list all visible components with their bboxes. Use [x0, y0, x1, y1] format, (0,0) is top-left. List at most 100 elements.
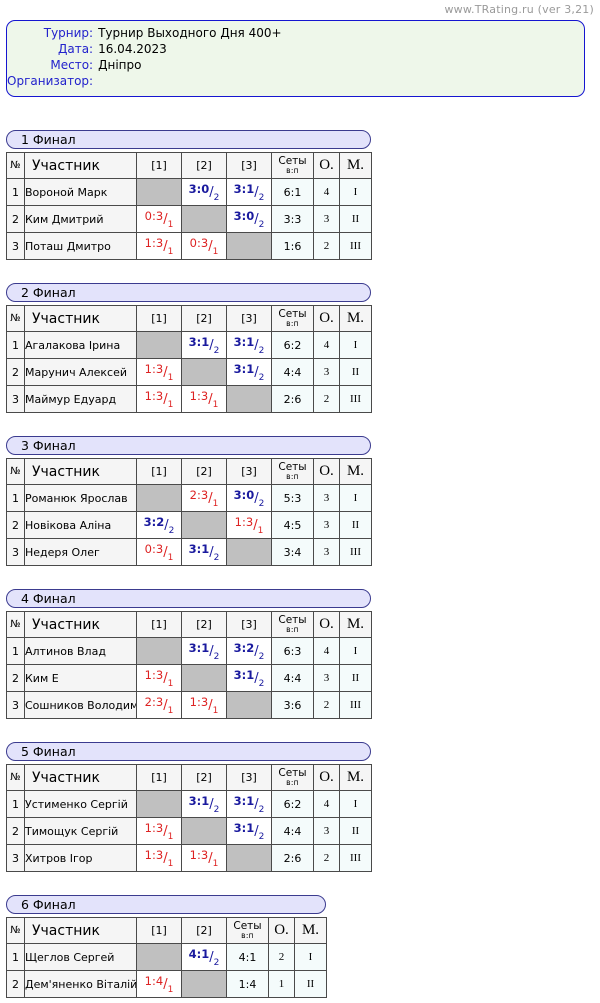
sets-label: Сеты [278, 308, 307, 320]
points-total: 3 [313, 484, 340, 512]
participant-name[interactable]: Ким Е [24, 664, 137, 692]
sets-label: Сеты [233, 920, 262, 932]
match-score-cell[interactable]: 3:1/2 [226, 178, 272, 206]
score-points: 1 [212, 705, 219, 716]
participant-name[interactable]: Устименко Сергій [24, 790, 137, 818]
sets-total: 6:2 [271, 331, 314, 359]
group-title[interactable]: 3 Финал [6, 436, 371, 455]
header-row: № Участник [1] [2] [3] Сеты в:п О. М. [6, 611, 372, 638]
group-title[interactable]: 4 Финал [6, 589, 371, 608]
participant-name[interactable]: Поташ Дмитро [24, 232, 137, 260]
participant-name[interactable]: Дем'яненко Віталій [24, 970, 137, 998]
info-value-place: Дніпро [98, 58, 142, 72]
participant-name[interactable]: Сошников Володимир [24, 691, 137, 719]
match-score-cell[interactable]: 1:3/1 [226, 511, 272, 539]
participant-name[interactable]: Недеря Олег [24, 538, 137, 566]
row-number: 2 [6, 205, 25, 233]
participant-name[interactable]: Агалакова Ірина [24, 331, 137, 359]
score-sets: 3:1 [233, 667, 255, 682]
match-score-cell[interactable]: 3:1/2 [226, 331, 272, 359]
participant-name[interactable]: Тимощук Сергій [24, 817, 137, 845]
match-score-cell[interactable]: 3:2/2 [226, 637, 272, 665]
score-points: 1 [167, 678, 174, 689]
score-sets: 1:3 [144, 667, 164, 682]
match-score-cell[interactable]: 1:3/1 [136, 817, 182, 845]
header-row: № Участник [1] [2] [3] Сеты в:п О. М. [6, 152, 372, 179]
info-value-tournament: Турнир Выходного Дня 400+ [98, 26, 282, 40]
match-score-cell[interactable]: 1:3/1 [136, 844, 182, 872]
table-row: 1 Агалакова Ірина 3:1/2 3:1/2 6:2 4 I [6, 331, 372, 359]
match-score-cell[interactable]: 1:3/1 [181, 691, 227, 719]
participant-name[interactable]: Новікова Аліна [24, 511, 137, 539]
match-score-cell[interactable]: 3:1/2 [226, 790, 272, 818]
participant-name[interactable]: Щеглов Сергей [24, 943, 137, 971]
group-title[interactable]: 2 Финал [6, 283, 371, 302]
score-slash-icon: / [209, 337, 214, 353]
match-score-cell[interactable]: 1:3/1 [136, 358, 182, 386]
match-score-cell[interactable]: 2:3/1 [136, 691, 182, 719]
table-row: 2 Марунич Алексей 1:3/1 3:1/2 4:4 3 II [6, 358, 372, 386]
match-score-cell[interactable]: 3:1/2 [226, 817, 272, 845]
column-header-number: № [6, 152, 25, 179]
score-sets: 1:3 [189, 847, 209, 862]
match-score-cell[interactable]: 3:1/2 [226, 664, 272, 692]
score-points: 2 [213, 957, 220, 968]
group-block: 1 Финал № Участник [1] [2] [3] Сеты в:п О. М. 1 Вор… [6, 130, 372, 260]
match-score-cell[interactable]: 1:3/1 [181, 385, 227, 413]
match-score-cell[interactable]: 3:0/2 [181, 178, 227, 206]
table-row: 3 Маймур Едуард 1:3/1 1:3/1 2:6 2 III [6, 385, 372, 413]
participant-name[interactable]: Вороной Марк [24, 178, 137, 206]
group-title[interactable]: 6 Финал [6, 895, 326, 914]
match-score-cell[interactable]: 2:3/1 [181, 484, 227, 512]
site-watermark: www.TRating.ru (ver 3,21) [444, 3, 594, 16]
column-header-opponent-3: [3] [226, 152, 272, 179]
match-score-cell[interactable]: 0:3/1 [136, 538, 182, 566]
column-header-participant: Участник [24, 764, 137, 791]
match-score-cell[interactable]: 1:3/1 [136, 664, 182, 692]
match-score-cell[interactable]: 1:3/1 [181, 844, 227, 872]
column-header-opponent-3: [3] [226, 764, 272, 791]
group-standings-table: № Участник [1] [2] Сеты в:п О. М. 1 Щеглов Сергей… [6, 917, 327, 998]
final-place: II [339, 664, 372, 692]
match-score-cell[interactable]: 3:1/2 [181, 637, 227, 665]
participant-name[interactable]: Романюк Ярослав [24, 484, 137, 512]
match-score-cell[interactable]: 0:3/1 [181, 232, 227, 260]
group-title[interactable]: 1 Финал [6, 130, 371, 149]
score-slash-icon: / [253, 517, 258, 533]
match-score-cell[interactable]: 1:3/1 [136, 385, 182, 413]
score-slash-icon: / [208, 391, 213, 407]
group-title[interactable]: 5 Финал [6, 742, 371, 761]
match-score-cell[interactable]: 1:4/1 [136, 970, 182, 998]
score-value: 2:3/1 [190, 489, 219, 508]
match-score-cell[interactable]: 3:1/2 [226, 358, 272, 386]
match-score-cell[interactable]: 3:2/2 [136, 511, 182, 539]
match-score-cell[interactable]: 3:0/2 [226, 205, 272, 233]
points-total: 4 [313, 790, 340, 818]
match-score-cell[interactable]: 0:3/1 [136, 205, 182, 233]
score-value: 3:1/2 [189, 642, 220, 661]
score-sets: 3:1 [188, 334, 210, 349]
score-sets: 1:3 [144, 388, 164, 403]
participant-name[interactable]: Хитров Ігор [24, 844, 137, 872]
match-score-cell[interactable]: 3:1/2 [181, 331, 227, 359]
match-score-cell[interactable]: 3:1/2 [181, 790, 227, 818]
match-score-cell[interactable]: 3:0/2 [226, 484, 272, 512]
final-place: II [339, 205, 372, 233]
score-value: 1:3/1 [145, 390, 174, 409]
table-body: 1 Вороной Марк 3:0/2 3:1/2 6:1 4 I 2 Ким Дмитрий… [6, 178, 372, 260]
match-score-cell[interactable]: 4:1/2 [181, 943, 227, 971]
match-score-cell[interactable]: 3:1/2 [181, 538, 227, 566]
participant-name[interactable]: Алтинов Влад [24, 637, 137, 665]
group-block: 5 Финал № Участник [1] [2] [3] Сеты в:п О. М. 1 Уст… [6, 742, 372, 872]
participant-name[interactable]: Ким Дмитрий [24, 205, 137, 233]
row-number: 1 [6, 943, 25, 971]
score-value: 1:3/1 [190, 849, 219, 868]
column-header-opponent-3: [3] [226, 458, 272, 485]
self-match-cell [136, 790, 182, 818]
score-points: 2 [258, 345, 265, 356]
participant-name[interactable]: Маймур Едуард [24, 385, 137, 413]
row-number: 1 [6, 484, 25, 512]
match-score-cell[interactable]: 1:3/1 [136, 232, 182, 260]
participant-name[interactable]: Марунич Алексей [24, 358, 137, 386]
